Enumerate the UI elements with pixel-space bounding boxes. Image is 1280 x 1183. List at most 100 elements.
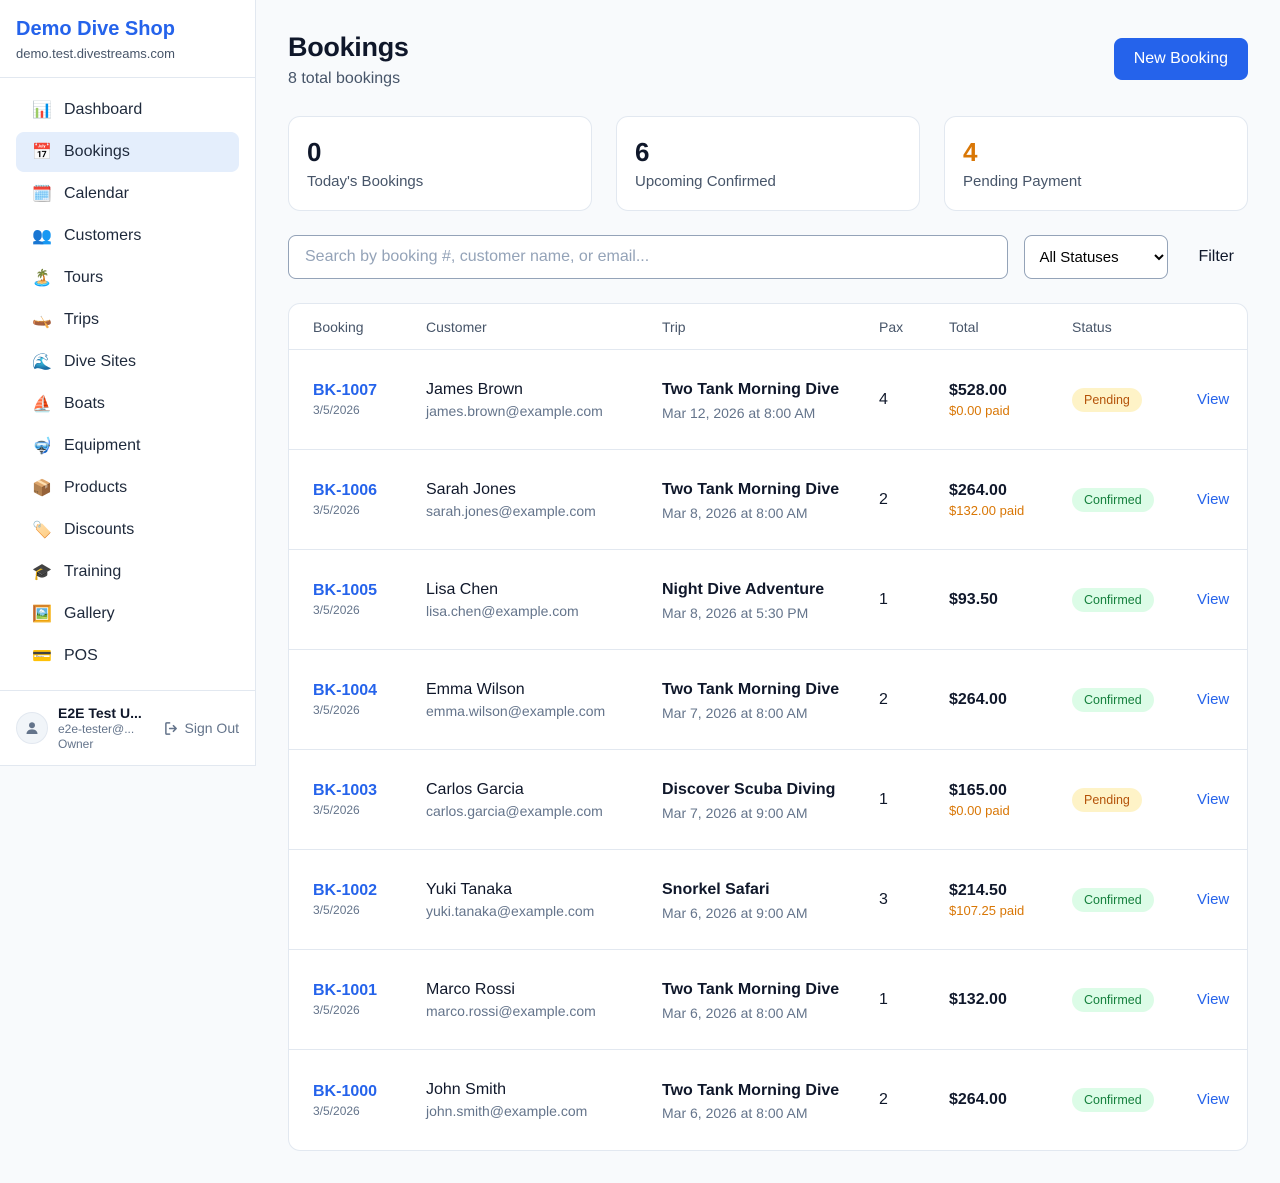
column-header-booking: Booking xyxy=(313,318,364,335)
customer-cell: Carlos Garcia carlos.garcia@example.com xyxy=(426,781,662,819)
user-name: E2E Test U... xyxy=(58,705,142,721)
sidebar-item-discounts[interactable]: 🏷️ Discounts xyxy=(16,510,239,550)
booking-id-link[interactable]: BK-1000 xyxy=(313,1082,378,1100)
sidebar-item-training[interactable]: 🎓 Training xyxy=(16,552,239,592)
page-header: Bookings 8 total bookings New Booking xyxy=(288,32,1248,88)
sidebar-item-label: Gallery xyxy=(64,605,115,622)
table-header: Booking Customer Trip Pax Total Status xyxy=(289,304,1247,350)
sidebar-item-dashboard[interactable]: 📊 Dashboard xyxy=(16,90,239,130)
filter-button[interactable]: Filter xyxy=(1184,240,1248,274)
booking-cell: BK-1004 3/5/2026 xyxy=(313,682,426,717)
booking-id-link[interactable]: BK-1001 xyxy=(313,982,378,999)
sidebar-item-tours[interactable]: 🏝️ Tours xyxy=(16,258,239,298)
new-booking-button[interactable]: New Booking xyxy=(1113,38,1248,80)
customer-email: james.brown@example.com xyxy=(426,402,603,419)
trip-name: Two Tank Morning Dive xyxy=(662,981,840,999)
sidebar-item-equipment[interactable]: 🤿 Equipment xyxy=(16,426,239,466)
sidebar-item-trips[interactable]: 🛶 Trips xyxy=(16,300,239,340)
sidebar-item-label: Products xyxy=(64,479,128,496)
table-row: BK-1001 3/5/2026 Marco Rossi marco.rossi… xyxy=(289,950,1247,1050)
actions-cell: View xyxy=(1197,691,1243,709)
avatar xyxy=(16,712,48,744)
trip-datetime: Mar 7, 2026 at 8:00 AM xyxy=(662,704,808,721)
total-cell: $264.00 xyxy=(949,1091,1072,1109)
sign-out-button[interactable]: Sign Out xyxy=(164,720,239,736)
booking-id-link[interactable]: BK-1004 xyxy=(313,682,378,699)
trip-datetime: Mar 6, 2026 at 8:00 AM xyxy=(662,1105,808,1122)
pax-count: 2 xyxy=(879,690,888,708)
page-header-text: Bookings 8 total bookings xyxy=(288,32,409,88)
total-cell: $214.50 $107.25 paid xyxy=(949,882,1072,918)
sidebar-item-customers[interactable]: 👥 Customers xyxy=(16,216,239,256)
booking-date: 3/5/2026 xyxy=(313,603,360,617)
actions-cell: View xyxy=(1197,1091,1243,1109)
sidebar-item-calendar[interactable]: 🗓️ Calendar xyxy=(16,174,239,214)
trip-datetime: Mar 8, 2026 at 8:00 AM xyxy=(662,504,808,521)
pax-count: 1 xyxy=(879,790,888,808)
paid-amount: $132.00 paid xyxy=(949,502,1025,518)
actions-cell: View xyxy=(1197,791,1243,809)
booking-id-link[interactable]: BK-1003 xyxy=(313,782,378,799)
status-select[interactable]: All Statuses xyxy=(1024,235,1169,279)
stat-card-pending-payment: 4 Pending Payment xyxy=(944,116,1248,211)
view-link[interactable]: View xyxy=(1197,590,1230,608)
total-amount: $165.00 xyxy=(949,781,1007,799)
nav-icon: 🏝️ xyxy=(32,270,52,287)
view-link[interactable]: View xyxy=(1197,790,1230,808)
search-input[interactable] xyxy=(288,235,1009,279)
trip-name: Two Tank Morning Dive xyxy=(662,681,840,699)
view-link[interactable]: View xyxy=(1197,390,1230,408)
booking-id-link[interactable]: BK-1002 xyxy=(313,882,378,899)
customer-cell: Sarah Jones sarah.jones@example.com xyxy=(426,481,662,519)
customer-email: sarah.jones@example.com xyxy=(426,502,596,519)
view-link[interactable]: View xyxy=(1197,690,1230,708)
sidebar-item-gallery[interactable]: 🖼️ Gallery xyxy=(16,594,239,634)
total-cell: $93.50 xyxy=(949,591,1072,609)
status-cell: Pending xyxy=(1072,787,1197,812)
pax-count: 1 xyxy=(879,590,888,608)
booking-id-link[interactable]: BK-1006 xyxy=(313,482,378,499)
brand-domain: demo.test.divestreams.com xyxy=(16,46,175,61)
stats-row: 0 Today's Bookings 6 Upcoming Confirmed … xyxy=(288,116,1248,211)
sidebar-item-label: Trips xyxy=(64,311,99,328)
booking-cell: BK-1006 3/5/2026 xyxy=(313,482,426,517)
actions-cell: View xyxy=(1197,591,1243,609)
nav-icon: 💳 xyxy=(32,648,52,665)
view-link[interactable]: View xyxy=(1197,490,1230,508)
status-badge: Confirmed xyxy=(1072,1088,1154,1112)
sidebar-item-bookings[interactable]: 📅 Bookings xyxy=(16,132,239,172)
trip-cell: Two Tank Morning Dive Mar 12, 2026 at 8:… xyxy=(662,378,879,420)
total-amount: $264.00 xyxy=(949,1091,1007,1108)
actions-cell: View xyxy=(1197,991,1243,1009)
customer-email: carlos.garcia@example.com xyxy=(426,802,603,819)
booking-cell: BK-1007 3/5/2026 xyxy=(313,382,426,417)
trip-datetime: Mar 7, 2026 at 9:00 AM xyxy=(662,804,808,821)
booking-date: 3/5/2026 xyxy=(313,903,360,917)
view-link[interactable]: View xyxy=(1197,890,1230,908)
table-row: BK-1005 3/5/2026 Lisa Chen lisa.chen@exa… xyxy=(289,550,1247,650)
view-link[interactable]: View xyxy=(1197,1091,1230,1108)
paid-amount: $107.25 paid xyxy=(949,902,1025,918)
status-badge: Pending xyxy=(1072,787,1142,812)
column-header-customer: Customer xyxy=(426,318,487,335)
booking-id-link[interactable]: BK-1007 xyxy=(313,382,378,399)
trip-datetime: Mar 6, 2026 at 9:00 AM xyxy=(662,904,808,921)
sidebar-item-label: Calendar xyxy=(64,185,129,202)
sidebar-item-dive-sites[interactable]: 🌊 Dive Sites xyxy=(16,342,239,382)
trip-cell: Two Tank Morning Dive Mar 8, 2026 at 8:0… xyxy=(662,478,879,520)
customer-email: yuki.tanaka@example.com xyxy=(426,902,595,919)
trip-name: Night Dive Adventure xyxy=(662,581,825,599)
sidebar-item-boats[interactable]: ⛵ Boats xyxy=(16,384,239,424)
nav-icon: 🤿 xyxy=(32,438,52,455)
total-cell: $264.00 xyxy=(949,691,1072,709)
sidebar-item-products[interactable]: 📦 Products xyxy=(16,468,239,508)
pax-count: 4 xyxy=(879,390,888,408)
booking-id-link[interactable]: BK-1005 xyxy=(313,582,378,599)
view-link[interactable]: View xyxy=(1197,990,1230,1008)
user-box: E2E Test U... e2e-tester@... Owner Sign … xyxy=(0,690,255,765)
stat-card-upcoming-confirmed: 6 Upcoming Confirmed xyxy=(616,116,920,211)
booking-cell: BK-1001 3/5/2026 xyxy=(313,982,426,1017)
trip-name: Discover Scuba Diving xyxy=(662,781,836,799)
sidebar-item-pos[interactable]: 💳 POS xyxy=(16,636,239,676)
customer-cell: Marco Rossi marco.rossi@example.com xyxy=(426,981,662,1019)
